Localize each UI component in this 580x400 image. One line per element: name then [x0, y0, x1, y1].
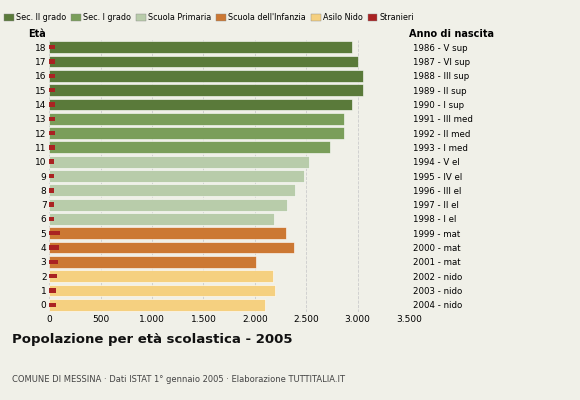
Bar [49, 127, 344, 139]
Bar [49, 41, 353, 53]
Bar [49, 188, 55, 192]
Text: Popolazione per età scolastica - 2005: Popolazione per età scolastica - 2005 [12, 333, 292, 346]
Bar [49, 84, 363, 96]
Bar [49, 70, 363, 82]
Bar [49, 142, 330, 153]
Bar [49, 113, 344, 125]
Bar [49, 285, 276, 296]
Bar [49, 299, 265, 311]
Text: Età: Età [28, 29, 46, 39]
Legend: Sec. II grado, Sec. I grado, Scuola Primaria, Scuola dell'Infanzia, Asilo Nido, : Sec. II grado, Sec. I grado, Scuola Prim… [4, 14, 414, 22]
Bar [49, 199, 287, 210]
Bar [49, 45, 56, 49]
Bar [49, 213, 274, 225]
Bar [49, 160, 55, 164]
Bar [49, 242, 294, 254]
Bar [49, 245, 59, 250]
Bar [49, 59, 56, 64]
Text: Anno di nascita: Anno di nascita [409, 29, 494, 39]
Bar [49, 184, 295, 196]
Bar [49, 131, 55, 135]
Bar [49, 116, 56, 121]
Bar [49, 170, 304, 182]
Bar [49, 102, 56, 107]
Text: COMUNE DI MESSINA · Dati ISTAT 1° gennaio 2005 · Elaborazione TUTTITALIA.IT: COMUNE DI MESSINA · Dati ISTAT 1° gennai… [12, 375, 345, 384]
Bar [49, 56, 357, 67]
Bar [49, 74, 56, 78]
Bar [49, 202, 55, 207]
Bar [49, 156, 309, 168]
Bar [49, 303, 56, 307]
Bar [49, 231, 60, 236]
Bar [49, 217, 54, 221]
Bar [49, 174, 55, 178]
Bar [49, 227, 285, 239]
Bar [49, 260, 57, 264]
Bar [49, 145, 55, 150]
Bar [49, 98, 353, 110]
Bar [49, 88, 56, 92]
Bar [49, 274, 57, 278]
Bar [49, 256, 256, 268]
Bar [49, 270, 273, 282]
Bar [49, 288, 56, 293]
